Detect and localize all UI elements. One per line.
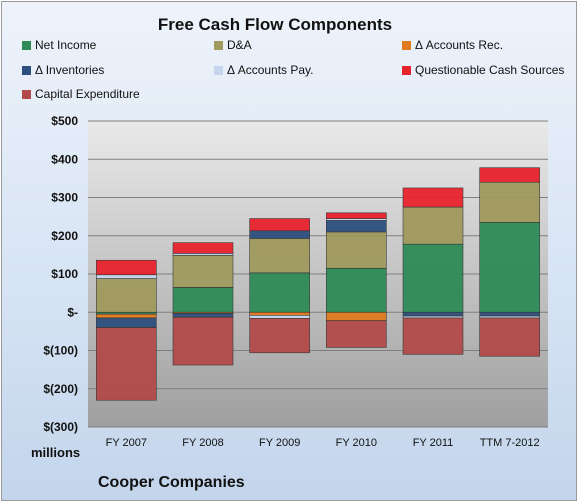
bar-segment [96,278,157,313]
x-tick-label: FY 2009 [259,437,300,449]
bar-segment [326,267,387,313]
y-tick-label: $200 [51,229,78,243]
bar-segment [249,272,310,313]
legend-swatch [22,41,31,50]
units-label: millions [31,445,81,460]
legend-label: Δ Inventories [35,63,105,77]
bar-segment [249,318,310,354]
legend-swatch [402,66,411,75]
bar-segment [479,167,540,183]
bar-segment [96,317,157,328]
bar-segment [402,317,464,355]
bar-segment [172,242,234,254]
bar-segment [479,317,540,357]
bar-segment [249,218,310,232]
y-tick-label: $400 [51,152,78,166]
bar-segment [96,313,157,319]
x-tick-label: FY 2008 [182,437,223,449]
bar-segment [326,212,387,219]
bar-segment [172,316,234,366]
legend-label: Questionable Cash Sources [415,63,565,77]
y-tick-label: $- [67,305,78,319]
chart-title: Free Cash Flow Components [157,15,393,34]
bar-segment [96,327,157,401]
bar-segment [326,320,387,348]
bar-segment [479,222,540,313]
x-tick-label: FY 2010 [336,437,377,449]
bar-segment [172,287,234,313]
y-tick-label: $(200) [43,382,78,396]
y-tick-label: $100 [51,267,78,281]
x-tick-label: FY 2011 [413,437,454,449]
bar-segment [96,259,157,276]
bar-segment [249,311,310,316]
y-tick-label: $(300) [43,420,78,434]
bar-segment [402,243,464,313]
company-label: Cooper Companies [98,474,245,491]
bar-segment [172,254,234,288]
bar-segment [249,230,310,239]
bar-segment [402,187,464,208]
bar-segment [249,315,310,319]
bar-segment [326,220,387,233]
bar-segment [479,311,540,317]
bar-segment [249,238,310,274]
y-tick-label: $(100) [43,344,78,358]
legend-swatch [402,41,411,50]
bar-segment [96,274,157,279]
legend-label: Δ Accounts Pay. [227,63,314,77]
legend-swatch [214,66,223,75]
legend-label: Δ Accounts Rec. [415,38,504,52]
legend-swatch [214,41,223,50]
y-tick-label: $500 [51,114,78,128]
x-tick-label: TTM 7-2012 [480,437,540,449]
x-tick-label: FY 2007 [106,437,147,449]
y-tick-label: $300 [51,191,78,205]
legend-label: Capital Expenditure [35,87,140,101]
bar-segment [402,311,464,317]
legend-label: Net Income [35,38,97,52]
legend: Net Income D&A Δ Accounts Rec. Δ Inventorie… [22,38,572,108]
legend-swatch [22,90,31,99]
bar-segment [326,311,387,321]
bar-segment [326,231,387,269]
bar-segment [402,206,464,245]
bar-segment [479,181,540,223]
legend-label: D&A [227,38,252,52]
legend-swatch [22,66,31,75]
bar-segment [172,313,234,318]
